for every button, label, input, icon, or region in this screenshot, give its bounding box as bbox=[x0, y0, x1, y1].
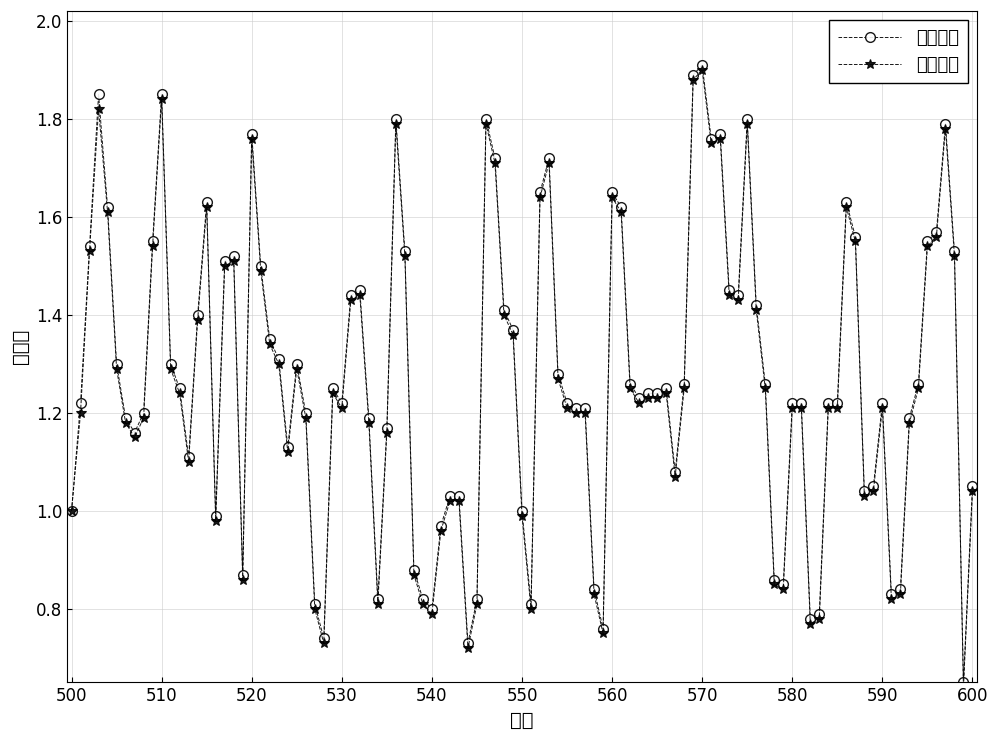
跟踪信号 bbox=[750, 305, 762, 314]
真实信号 bbox=[966, 482, 978, 491]
跟踪信号 bbox=[957, 683, 969, 692]
跟踪信号 bbox=[480, 119, 492, 128]
跟踪信号 bbox=[66, 507, 78, 516]
真实信号 bbox=[957, 678, 969, 687]
Line: 跟踪信号: 跟踪信号 bbox=[67, 65, 977, 692]
跟踪信号 bbox=[291, 365, 303, 373]
真实信号 bbox=[129, 428, 141, 437]
真实信号 bbox=[750, 301, 762, 310]
跟踪信号 bbox=[696, 65, 708, 74]
跟踪信号 bbox=[606, 193, 618, 202]
真实信号 bbox=[705, 134, 717, 143]
真实信号 bbox=[66, 507, 78, 516]
真实信号 bbox=[480, 114, 492, 123]
跟踪信号 bbox=[966, 487, 978, 496]
跟踪信号 bbox=[129, 433, 141, 442]
真实信号 bbox=[696, 61, 708, 70]
跟踪信号 bbox=[705, 139, 717, 148]
真实信号 bbox=[606, 188, 618, 197]
Legend: 真实信号, 跟踪信号: 真实信号, 跟踪信号 bbox=[829, 20, 968, 83]
X-axis label: 比特: 比特 bbox=[510, 711, 534, 730]
真实信号 bbox=[291, 359, 303, 368]
Line: 真实信号: 真实信号 bbox=[67, 60, 977, 688]
Y-axis label: 信号値: 信号値 bbox=[11, 329, 30, 365]
